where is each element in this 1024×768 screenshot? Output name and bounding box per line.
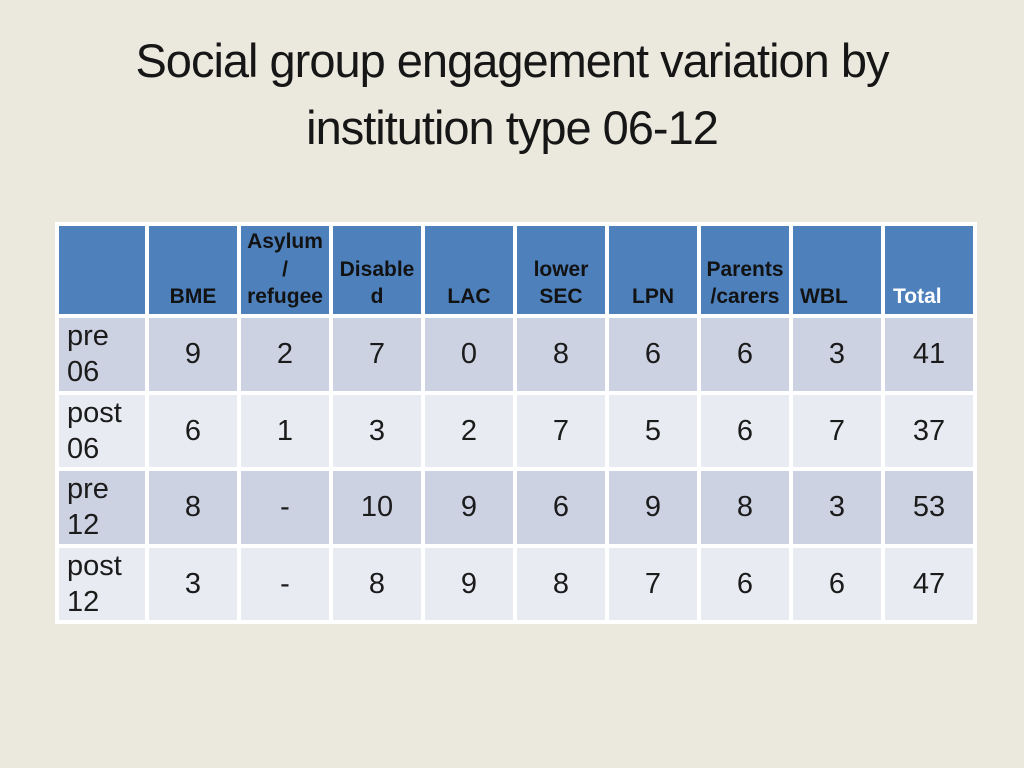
table-cell: 6 (701, 547, 789, 620)
table-cell: 7 (609, 547, 697, 620)
table-cell-total: 47 (885, 547, 973, 620)
header-cell-lac: LAC (425, 226, 513, 314)
table-cell: 10 (333, 471, 421, 544)
table-cell: 0 (425, 318, 513, 391)
table-cell: 6 (793, 547, 881, 620)
table-cell: 3 (793, 318, 881, 391)
table-cell: 3 (793, 471, 881, 544)
table-cell: 6 (701, 394, 789, 467)
table-body: pre 06 9 2 7 0 8 6 6 3 41 post 06 6 1 3 … (59, 318, 973, 620)
table-cell: 2 (241, 318, 329, 391)
header-cell-lpn: LPN (609, 226, 697, 314)
table-cell: 3 (149, 547, 237, 620)
table-cell: 6 (609, 318, 697, 391)
header-cell-bme: BME (149, 226, 237, 314)
table-cell: 3 (333, 394, 421, 467)
table-cell: 9 (149, 318, 237, 391)
header-cell-blank (59, 226, 145, 314)
header-cell-wbl: WBL (793, 226, 881, 314)
table-cell: 8 (701, 471, 789, 544)
table-cell: 8 (149, 471, 237, 544)
table-cell: 9 (609, 471, 697, 544)
table-cell-total: 53 (885, 471, 973, 544)
table-row-post-06: post 06 6 1 3 2 7 5 6 7 37 (59, 394, 973, 467)
table-cell: 8 (333, 547, 421, 620)
table-cell: 2 (425, 394, 513, 467)
row-label: post 06 (59, 394, 145, 467)
header-cell-asylum-refugee: Asylum / refugee (241, 226, 329, 314)
header-cell-parents-carers: Parents /carers (701, 226, 789, 314)
table-cell: 7 (333, 318, 421, 391)
slide-title-line2: institution type 06-12 (306, 100, 719, 154)
table-cell: 9 (425, 471, 513, 544)
table-cell: 8 (517, 318, 605, 391)
header-cell-total: Total (885, 226, 973, 314)
table-row-pre-12: pre 12 8 - 10 9 6 9 8 3 53 (59, 471, 973, 544)
table-cell: 5 (609, 394, 697, 467)
table-cell-total: 37 (885, 394, 973, 467)
table-cell: - (241, 471, 329, 544)
table-cell: 9 (425, 547, 513, 620)
table-cell: 6 (701, 318, 789, 391)
table-row-pre-06: pre 06 9 2 7 0 8 6 6 3 41 (59, 318, 973, 391)
engagement-table: BME Asylum / refugee Disable d LAC lower… (55, 222, 977, 624)
table-cell: 6 (149, 394, 237, 467)
table-header-row: BME Asylum / refugee Disable d LAC lower… (59, 226, 973, 314)
header-cell-lower-sec: lower SEC (517, 226, 605, 314)
slide-title: Social group engagement variation by ins… (0, 28, 1024, 161)
header-cell-disabled: Disable d (333, 226, 421, 314)
table-cell-total: 41 (885, 318, 973, 391)
row-label: pre 06 (59, 318, 145, 391)
row-label: pre 12 (59, 471, 145, 544)
table-cell: 8 (517, 547, 605, 620)
row-label: post 12 (59, 547, 145, 620)
table-cell: 7 (517, 394, 605, 467)
table-cell: 7 (793, 394, 881, 467)
table-cell: - (241, 547, 329, 620)
slide-title-line1: Social group engagement variation by (135, 34, 889, 87)
table-cell: 6 (517, 471, 605, 544)
table-cell: 1 (241, 394, 329, 467)
table-row-post-12: post 12 3 - 8 9 8 7 6 6 47 (59, 547, 973, 620)
